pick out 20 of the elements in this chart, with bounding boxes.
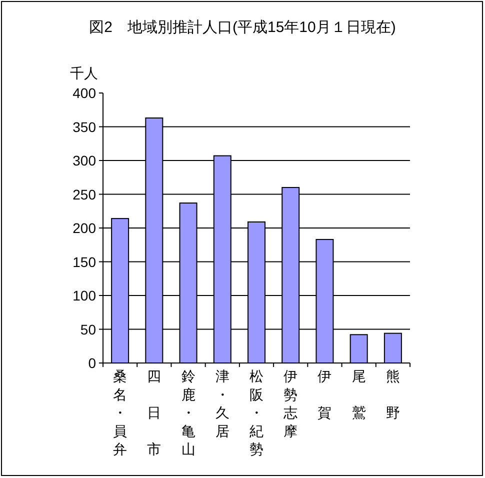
chart-title: 図2 地域別推計人口(平成15年10月１日現在) xyxy=(89,19,396,36)
y-tick-label: 0 xyxy=(88,355,96,371)
category-label: 松阪・紀勢 xyxy=(250,368,264,458)
y-tick-label: 350 xyxy=(72,118,96,135)
y-axis-title: 千人 xyxy=(70,65,98,81)
y-tick-label: 400 xyxy=(72,85,96,101)
y-tick-label: 300 xyxy=(72,152,96,168)
y-tick-label: 50 xyxy=(80,321,96,338)
category-label: 熊野 xyxy=(386,368,400,421)
category-label: 鈴鹿・亀山 xyxy=(181,368,196,458)
category-label: 尾鷲 xyxy=(352,368,366,421)
y-tick-label: 250 xyxy=(72,186,96,202)
category-label: 四日市 xyxy=(147,368,162,458)
category-label: 津・久居 xyxy=(215,368,230,439)
y-tick-label: 100 xyxy=(72,288,96,304)
category-label: 伊勢志摩 xyxy=(284,368,298,439)
category-label: 桑名・員弁 xyxy=(113,368,128,458)
y-tick-label: 150 xyxy=(72,254,96,270)
category-label: 伊賀 xyxy=(318,368,332,421)
y-tick-label: 200 xyxy=(72,220,96,236)
